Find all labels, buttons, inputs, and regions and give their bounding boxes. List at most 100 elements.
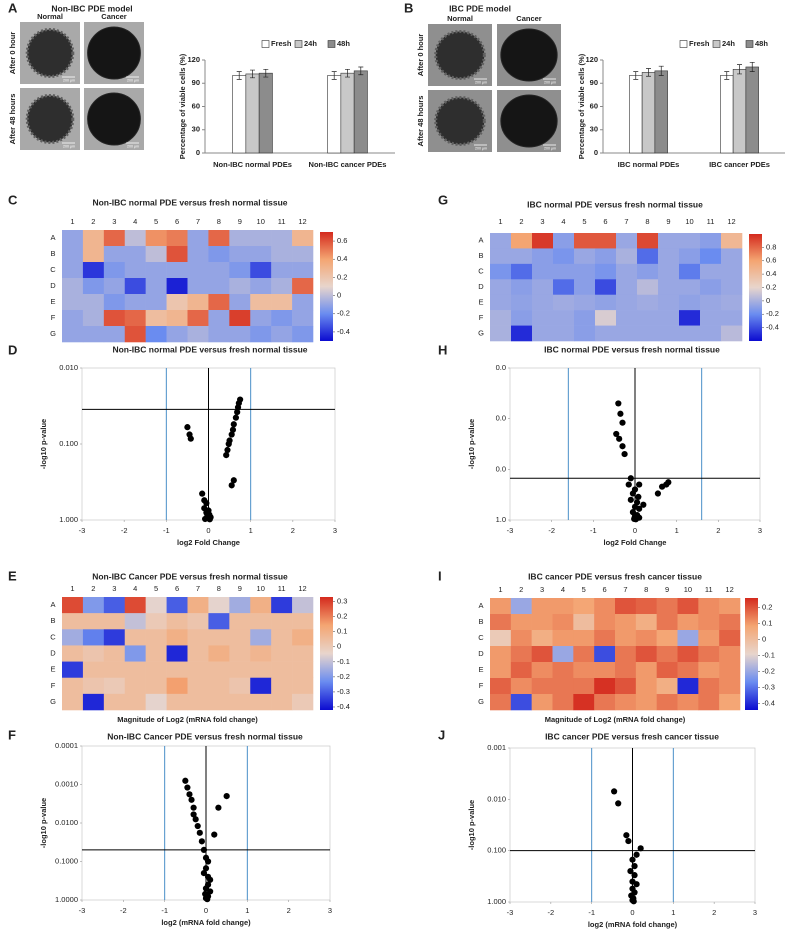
heatmap-cell <box>208 677 230 695</box>
heatmap-cell <box>658 325 680 342</box>
heatmap-cell <box>229 661 251 679</box>
heatmap-cell <box>679 233 701 249</box>
heatmap-cell <box>553 279 575 296</box>
heatmap-cell <box>615 694 637 711</box>
x-tick-label: Non-IBC cancer PDEs <box>309 160 387 169</box>
column-label: 1 <box>498 217 502 226</box>
heatmap-cell <box>679 310 701 326</box>
heatmap-cell <box>635 678 657 695</box>
column-label: 1 <box>70 217 74 226</box>
point <box>632 516 639 523</box>
heatmap-cell <box>490 630 512 647</box>
column-label: 12 <box>725 585 733 594</box>
heatmap-cell <box>82 613 105 630</box>
colorbar-tick-label: 0 <box>766 296 770 305</box>
chart-title: IBC normal PDE versus fresh normal tissu… <box>527 199 703 209</box>
heatmap-cell <box>292 661 314 679</box>
error-bar <box>250 69 255 79</box>
x-axis-label: log2 Fold Change <box>604 538 667 547</box>
heatmap-cell <box>166 326 188 343</box>
heatmap-cell <box>698 694 720 711</box>
column-label: 7 <box>623 585 627 594</box>
row-label: F <box>51 313 56 322</box>
legend-label: 24h <box>722 39 735 48</box>
colorbar-tick-label: -0.2 <box>337 309 350 318</box>
heatmap-cell <box>531 678 553 695</box>
heatmap-cell <box>532 248 554 265</box>
heatmap-cell <box>677 646 699 663</box>
heatmap-cell <box>532 325 554 342</box>
heatmap-cell <box>700 248 722 265</box>
bar <box>720 75 734 154</box>
heatmap-cell <box>531 614 553 631</box>
row-label: D <box>478 282 484 291</box>
x-axis-label: Magnitude of Log2 (mRNA fold change) <box>117 715 258 724</box>
heatmap-cell <box>574 263 596 280</box>
bar <box>654 70 668 154</box>
row-label: B <box>478 617 483 626</box>
point <box>182 777 189 784</box>
heatmap-cell <box>250 246 272 263</box>
heatmap-cell <box>250 613 272 630</box>
heatmap-cell <box>271 661 293 679</box>
heatmap-cell <box>615 646 637 663</box>
heatmap-cell <box>208 278 230 295</box>
heatmap-cell <box>103 310 126 327</box>
heatmap-cell <box>615 598 637 615</box>
heatmap-cell <box>166 310 188 327</box>
heatmap-cell <box>208 693 230 711</box>
colorbar-tick-label: -0.1 <box>337 657 350 666</box>
x-tick-label: 2 <box>287 906 291 915</box>
heatmap-cell <box>721 248 743 265</box>
column-label: 5 <box>154 217 158 226</box>
column-label: 7 <box>196 584 200 593</box>
heatmap-cell <box>658 310 680 326</box>
heatmap-cell <box>103 597 126 614</box>
column-label: 2 <box>519 217 523 226</box>
heatmap-cell <box>124 310 146 327</box>
heatmap-cell <box>490 279 512 296</box>
point <box>621 450 628 458</box>
row-label: C <box>50 265 56 274</box>
heatmap-cell <box>271 294 293 311</box>
x-tick-label: 0 <box>204 906 208 915</box>
heatmap-cell <box>187 645 209 662</box>
y-tick-label: 30 <box>192 125 200 134</box>
heatmap-cell <box>719 678 741 695</box>
heatmap-cell <box>145 326 167 343</box>
heatmap-cell <box>698 630 720 647</box>
heatmap-cell <box>145 677 167 695</box>
heatmap-cell <box>490 294 512 311</box>
point <box>186 791 193 798</box>
heatmap-cell <box>187 326 209 343</box>
point <box>640 501 647 508</box>
heatmap-cell <box>635 646 657 663</box>
heatmap-cell <box>124 645 146 662</box>
point <box>627 475 634 482</box>
bar <box>745 66 759 154</box>
point <box>230 421 237 428</box>
heatmap-cell <box>573 630 595 647</box>
heatmap-cell <box>271 693 293 711</box>
x-tick-label: 0 <box>206 526 210 535</box>
heatmap-cell <box>292 645 314 662</box>
heatmap-cell <box>721 279 743 296</box>
y-tick-label: 60 <box>192 101 200 110</box>
heatmap-cell <box>229 326 251 343</box>
row-label: D <box>478 649 484 658</box>
heatmap-cell <box>719 598 741 615</box>
heatmap-cell <box>82 230 105 247</box>
heatmap-cell <box>62 310 84 327</box>
legend-swatch <box>745 40 754 48</box>
column-label: 11 <box>705 585 713 594</box>
heatmap-cell <box>615 630 637 647</box>
x-tick-label: 2 <box>716 526 720 535</box>
column-label: 2 <box>519 585 523 594</box>
heatmap-cell <box>721 310 743 326</box>
heatmap-cell <box>292 613 314 630</box>
scale-bar-label: 200 µm <box>475 146 487 150</box>
colorbar-tick-label: 0.2 <box>762 603 772 612</box>
point <box>188 796 195 803</box>
heatmap-cell <box>208 230 230 247</box>
heatmap-cell <box>250 326 272 343</box>
